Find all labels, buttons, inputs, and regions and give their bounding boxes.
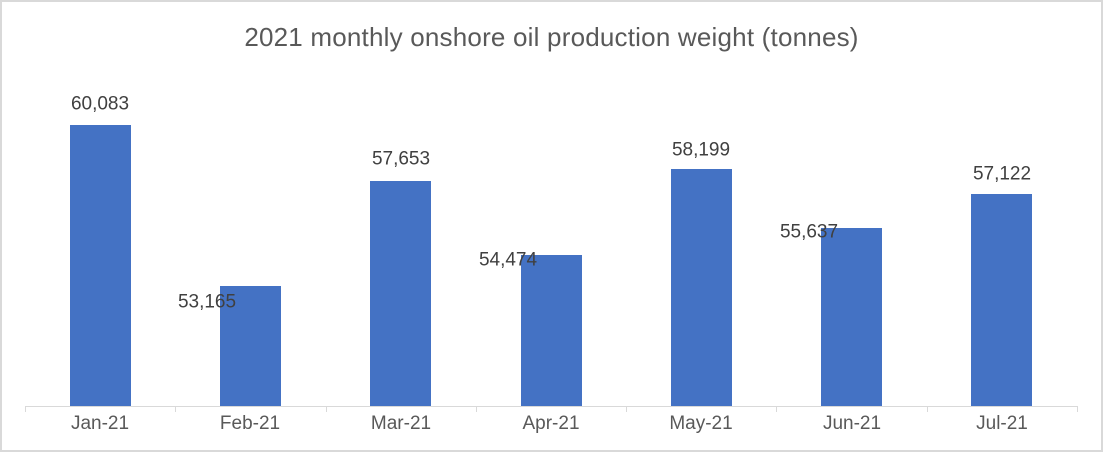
data-label-feb-21: 53,165 <box>177 291 237 313</box>
x-axis-label-may-21: May-21 <box>669 413 733 434</box>
x-axis-tick <box>25 406 26 412</box>
bar-mar-21 <box>370 181 431 406</box>
bar-jan-21 <box>70 125 131 406</box>
x-axis-label-mar-21: Mar-21 <box>370 413 432 434</box>
x-axis-label-jan-21: Jan-21 <box>70 413 130 434</box>
x-axis-tick <box>476 406 477 412</box>
x-axis-label-feb-21: Feb-21 <box>219 413 281 434</box>
bar-feb-21 <box>220 286 281 406</box>
data-label-jan-21: 60,083 <box>70 93 130 115</box>
data-label-may-21: 58,199 <box>671 139 731 161</box>
bar-jun-21 <box>821 228 882 406</box>
data-label-jul-21: 57,122 <box>972 163 1032 185</box>
x-axis-tick <box>626 406 627 412</box>
bar-apr-21 <box>521 255 582 406</box>
x-axis-tick <box>1077 406 1078 412</box>
x-axis-tick <box>776 406 777 412</box>
x-axis-tick <box>175 406 176 412</box>
x-axis-tick <box>927 406 928 412</box>
chart-title: 2021 monthly onshore oil production weig… <box>244 22 859 52</box>
x-axis-line <box>25 406 1077 407</box>
data-label-apr-21: 54,474 <box>478 249 538 271</box>
x-axis-label-jun-21: Jun-21 <box>822 413 882 434</box>
x-axis-label-apr-21: Apr-21 <box>522 413 580 434</box>
bar-may-21 <box>671 169 732 406</box>
data-label-mar-21: 57,653 <box>371 148 431 170</box>
data-label-jun-21: 55,637 <box>779 221 839 243</box>
x-axis-tick <box>326 406 327 412</box>
bar-jul-21 <box>971 194 1032 406</box>
x-axis-label-jul-21: Jul-21 <box>976 413 1028 434</box>
